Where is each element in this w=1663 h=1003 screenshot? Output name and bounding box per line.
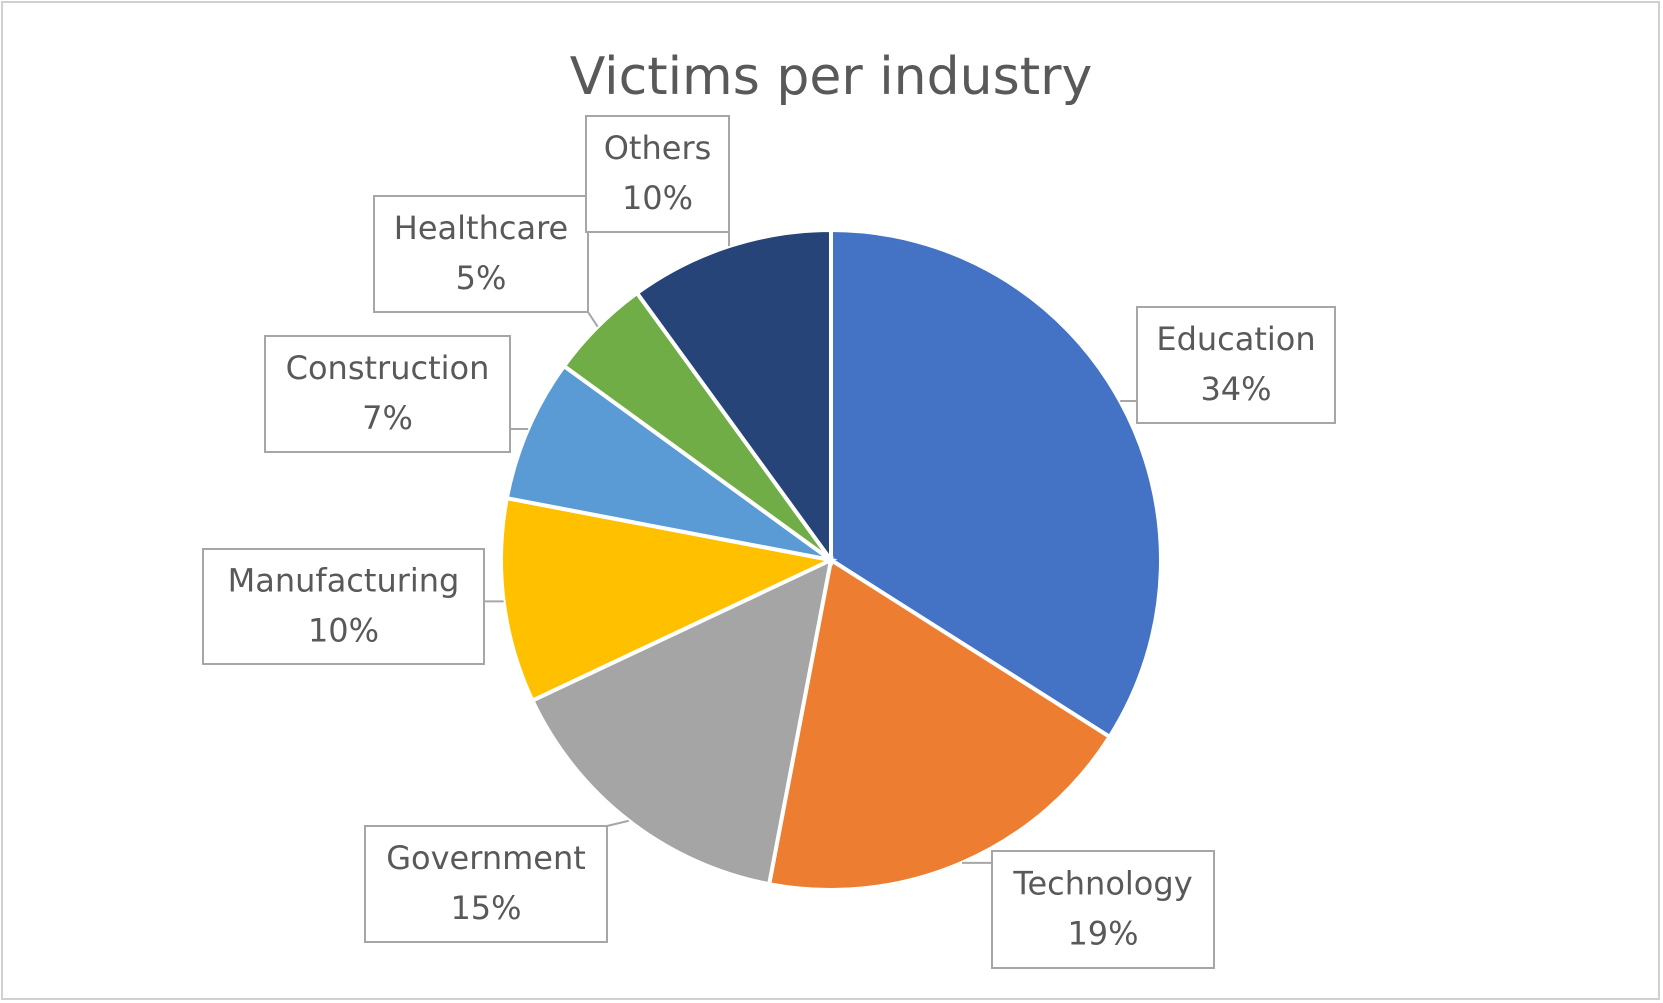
category-label: Technology	[1012, 865, 1192, 903]
category-label: Healthcare	[394, 209, 568, 247]
pie-slice	[766, 556, 1113, 892]
category-label: Manufacturing	[228, 562, 460, 600]
label-box	[264, 335, 511, 453]
label-box	[585, 115, 730, 233]
category-label: Construction	[286, 349, 490, 387]
value-label: 5%	[456, 259, 507, 297]
value-label: 7%	[362, 399, 413, 437]
value-label: 15%	[450, 889, 521, 927]
chart-title: Victims per industry	[570, 47, 1093, 107]
value-label: 19%	[1067, 915, 1138, 953]
label-box	[202, 548, 485, 665]
category-label: Others	[604, 129, 712, 167]
leader-line	[587, 311, 599, 328]
label-box	[364, 825, 608, 943]
category-label: Education	[1156, 320, 1315, 358]
category-label: Government	[386, 839, 586, 877]
value-label: 10%	[308, 612, 379, 650]
label-box	[991, 850, 1215, 969]
label-box	[1136, 306, 1336, 424]
pie-slice	[529, 556, 834, 887]
leader-line	[606, 819, 629, 827]
label-box	[373, 195, 589, 313]
value-label: 10%	[622, 179, 693, 217]
value-label: 34%	[1200, 370, 1271, 408]
